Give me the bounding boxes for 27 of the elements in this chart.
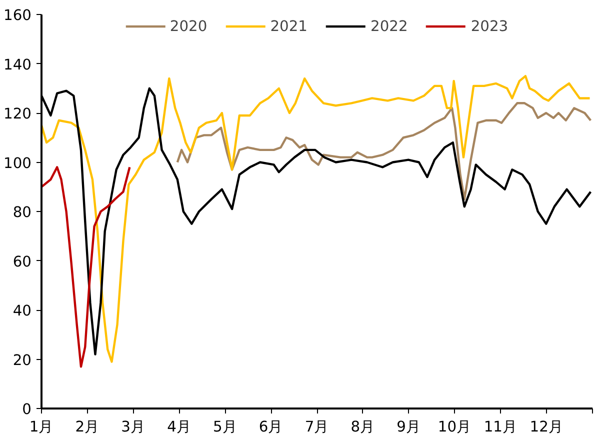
legend-label: 2020 <box>170 18 208 34</box>
y-tick-label: 160 <box>4 7 32 24</box>
y-tick-label: 80 <box>12 204 32 221</box>
x-tick-label: 11月 <box>484 418 518 436</box>
x-tick-label: 7月 <box>304 418 330 436</box>
x-tick-label: 8月 <box>350 418 376 436</box>
x-tick-label: 12月 <box>530 418 564 436</box>
y-tick-label: 120 <box>4 106 32 122</box>
line-series <box>42 166 131 368</box>
x-tick-label: 3月 <box>121 418 146 436</box>
line-series <box>176 102 592 200</box>
x-tick-label: 2月 <box>75 418 100 436</box>
y-tick-label: 140 <box>4 56 32 74</box>
x-tick-label: 4月 <box>167 418 192 436</box>
x-tick-label: 1月 <box>29 418 54 436</box>
legend-label: 2022 <box>370 18 408 34</box>
y-tick-label: 40 <box>12 302 32 320</box>
y-tick-label: 60 <box>12 253 32 270</box>
y-tick-label: 20 <box>12 352 32 369</box>
legend-label: 2021 <box>270 18 308 34</box>
legend-label: 2023 <box>470 18 508 34</box>
x-tick-label: 10月 <box>438 418 472 436</box>
y-tick-label: 100 <box>4 154 32 172</box>
y-tick-label: 0 <box>22 401 32 418</box>
x-tick-label: 9月 <box>396 418 421 436</box>
x-tick-label: 5月 <box>213 418 238 436</box>
x-tick-label: 6月 <box>258 418 284 436</box>
